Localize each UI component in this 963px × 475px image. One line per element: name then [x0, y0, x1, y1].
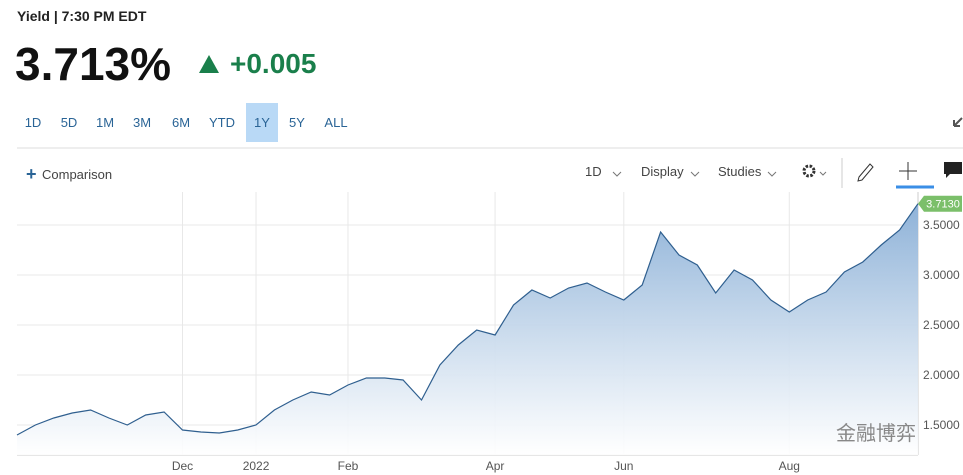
y-tick-label: 1.5000 [923, 418, 960, 432]
plus-icon[interactable]: + [26, 164, 37, 184]
range-button[interactable]: 5Y [289, 115, 305, 130]
active-range [246, 103, 278, 142]
x-tick-label: Aug [779, 459, 800, 473]
x-tick-label: Apr [486, 459, 505, 473]
studies-button[interactable]: Studies [718, 164, 762, 179]
y-tick-label: 3.5000 [923, 218, 960, 232]
range-button[interactable]: 5D [61, 115, 78, 130]
range-button[interactable]: 3M [133, 115, 151, 130]
chevron [767, 171, 777, 177]
draw-icon[interactable] [857, 163, 874, 182]
area [17, 203, 918, 455]
range-bar: 1D 5D 1M 3M 6M YTD 1Y 5Y ALL [25, 103, 348, 142]
line [16, 203, 919, 436]
comparison-button[interactable]: Comparison [42, 167, 112, 182]
y-tick-label: 2.0000 [923, 368, 960, 382]
range-button[interactable]: 1D [25, 115, 42, 130]
range-button[interactable]: ALL [324, 115, 347, 130]
x-tick-label: Feb [338, 459, 359, 473]
settings-icon[interactable] [802, 164, 816, 178]
plot: 1.5000 2.0000 2.5000 3.0000 3.5000 Dec 2022 Feb… [16, 192, 962, 473]
interval-button[interactable]: 1D [585, 164, 602, 179]
range-button[interactable]: 1Y [254, 115, 270, 130]
y-tick-label: 3.0000 [923, 268, 960, 282]
collapse-icon[interactable] [953, 117, 963, 127]
chevron [690, 171, 700, 177]
chevron [612, 171, 622, 177]
up-arrow [199, 55, 219, 73]
value-label: 3.7130 [926, 199, 960, 211]
range-button[interactable]: 1M [96, 115, 114, 130]
watermark: 金融博弈 [836, 422, 916, 445]
x-tick-label: 2022 [243, 459, 270, 473]
chevron [819, 171, 827, 176]
price: 3.713% [15, 38, 171, 90]
crosshair-icon[interactable] [899, 162, 917, 180]
title: Yield | 7:30 PM EDT [17, 8, 147, 24]
comment-icon[interactable] [944, 162, 962, 178]
price-tag [918, 195, 962, 212]
range-button[interactable]: YTD [209, 115, 235, 130]
display-button[interactable]: Display [641, 164, 684, 179]
y-tick-label: 2.5000 [923, 318, 960, 332]
x-tick-label: Jun [614, 459, 633, 473]
range-button[interactable]: 6M [172, 115, 190, 130]
change: +0.005 [230, 48, 316, 79]
x-tick-label: Dec [172, 459, 193, 473]
